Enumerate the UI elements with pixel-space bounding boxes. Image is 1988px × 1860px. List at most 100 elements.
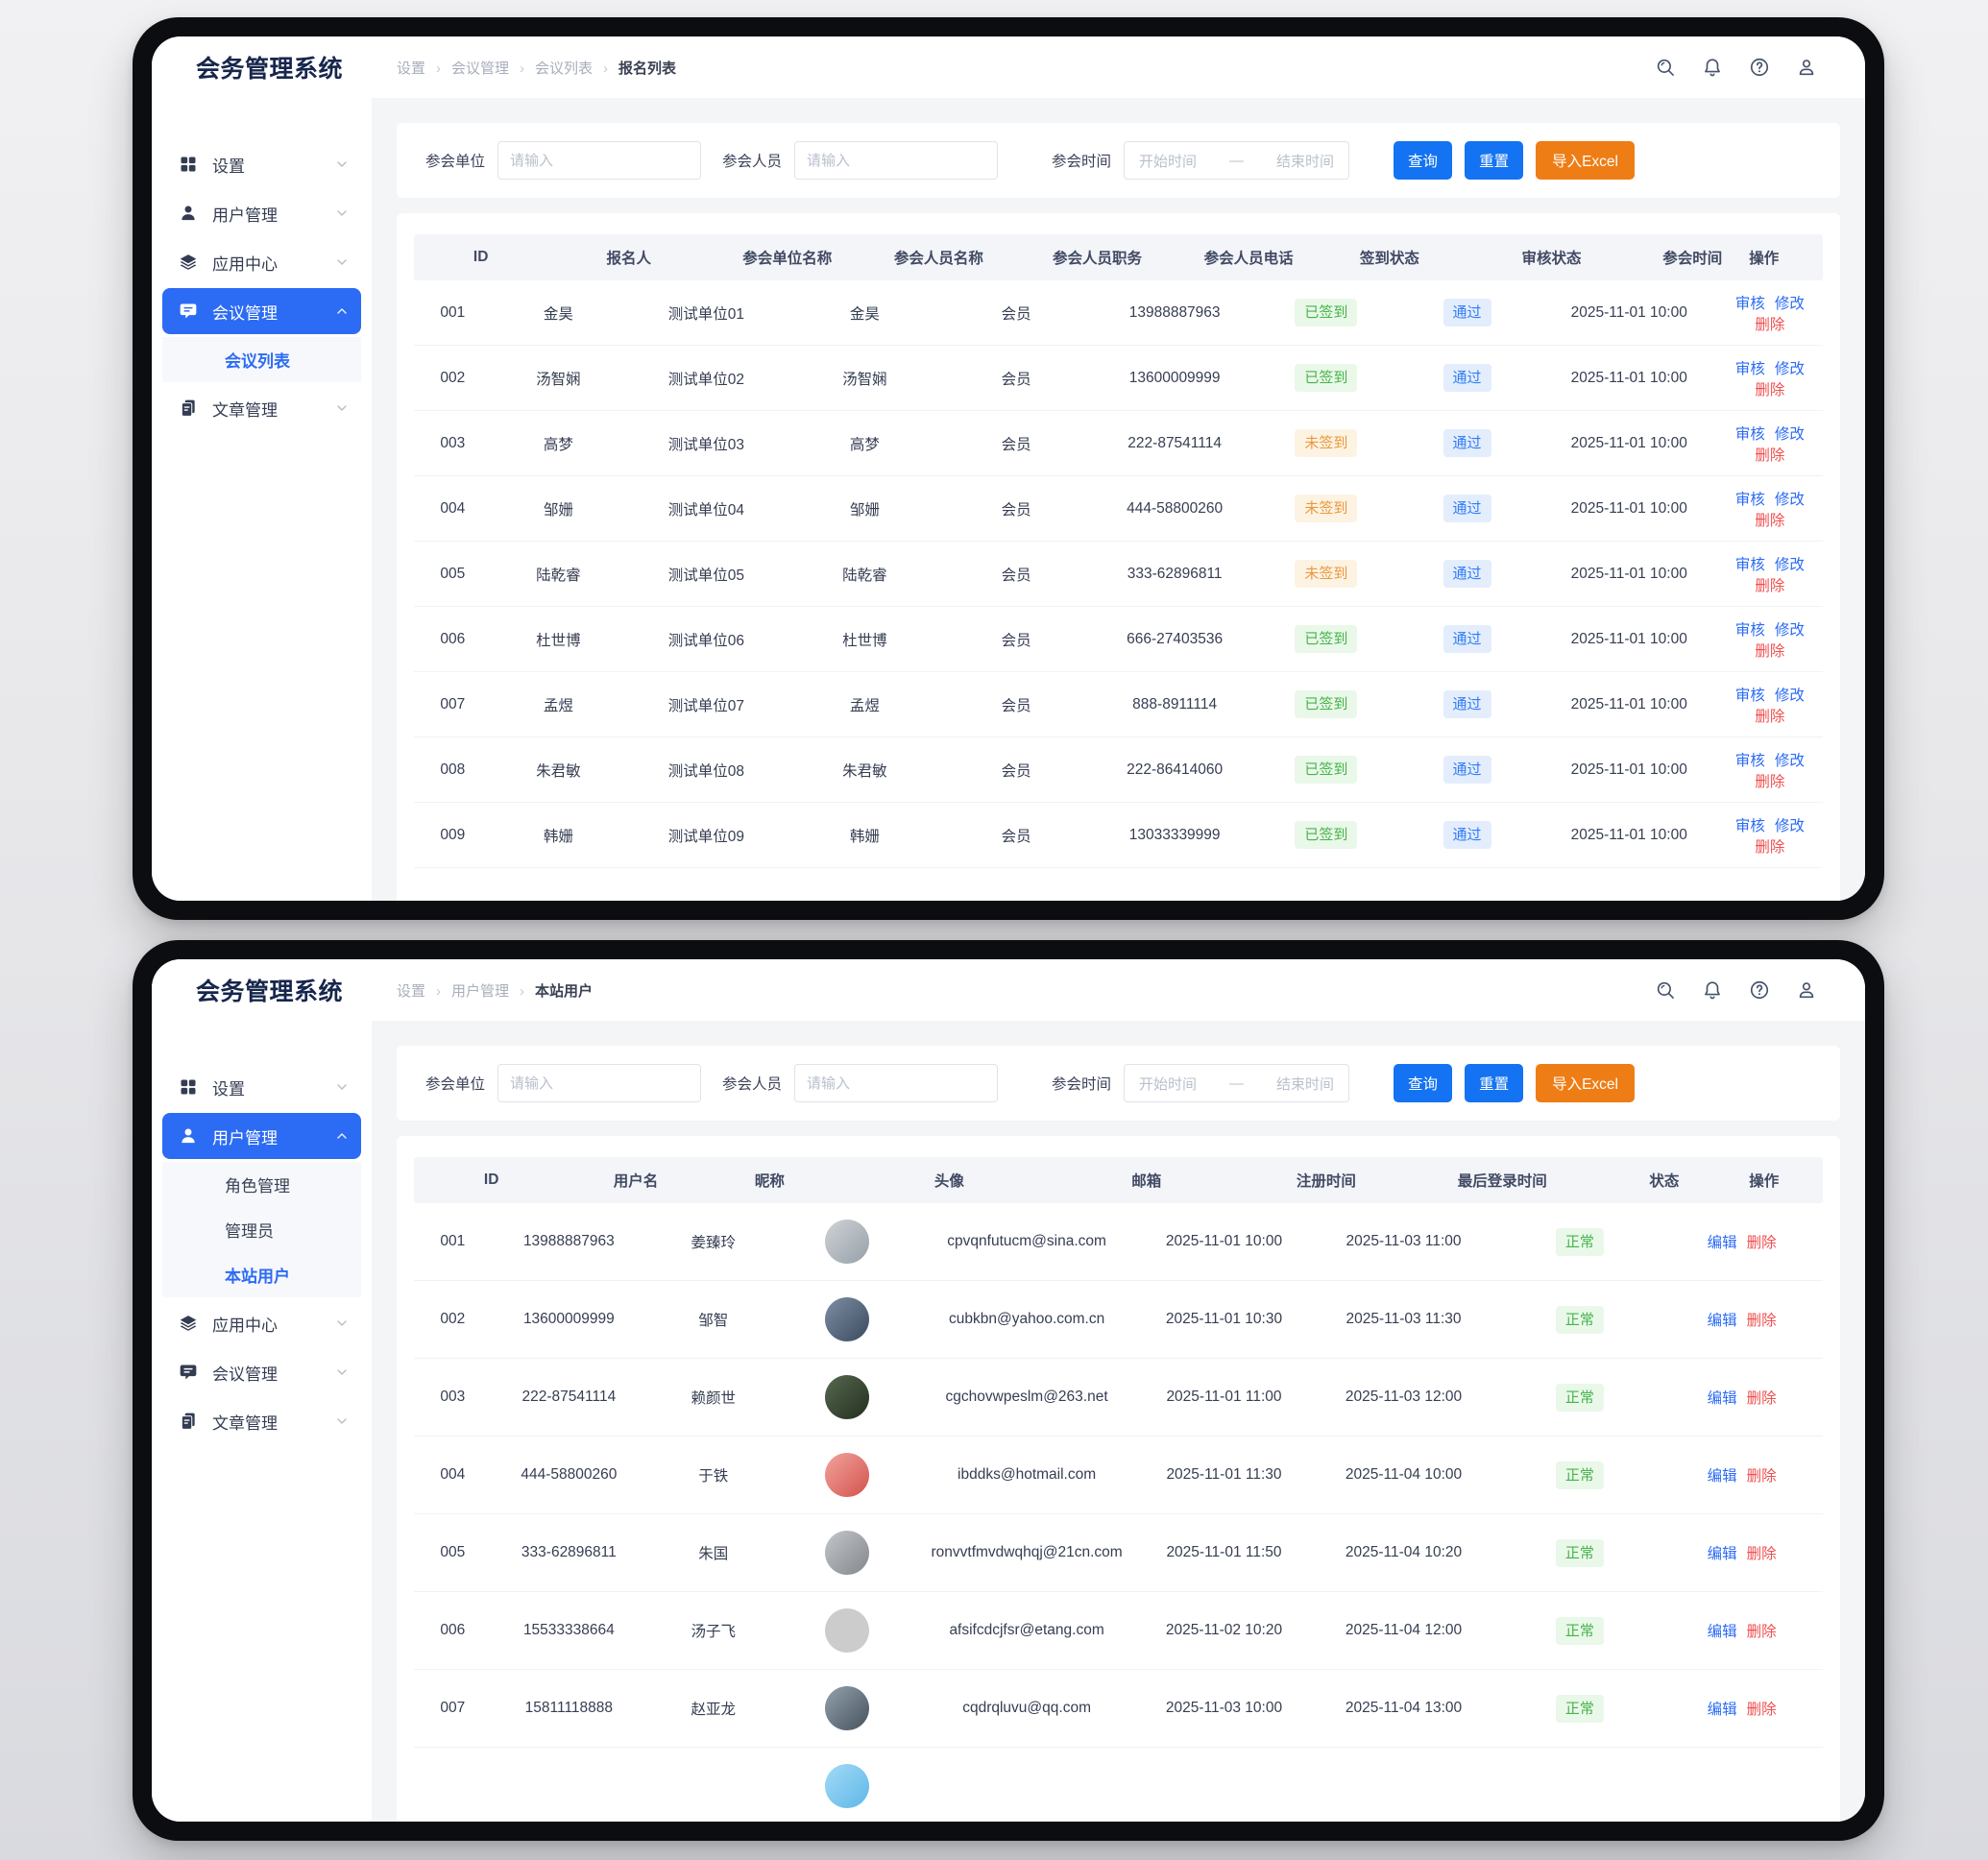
search-icon[interactable]	[1655, 57, 1676, 78]
edit-link[interactable]: 编辑	[1707, 1390, 1737, 1407]
delete-link[interactable]: 删除	[1755, 447, 1785, 464]
modify-link[interactable]: 修改	[1774, 817, 1805, 834]
modify-link[interactable]: 修改	[1774, 425, 1805, 443]
cell-person-title: 会员	[1001, 501, 1031, 519]
modify-link[interactable]: 修改	[1774, 360, 1805, 377]
sidebar-item-role-management[interactable]: 角色管理	[162, 1162, 361, 1207]
cell-time: 2025-11-01 10:00	[1570, 303, 1687, 321]
modify-link[interactable]: 修改	[1774, 556, 1805, 573]
search-icon[interactable]	[1655, 979, 1676, 1001]
import-excel-button[interactable]: 导入Excel	[1536, 1064, 1635, 1102]
breadcrumb-item[interactable]: 设置	[397, 60, 426, 77]
edit-link[interactable]: 编辑	[1707, 1546, 1737, 1562]
sidebar-item-meeting-management[interactable]: 会议管理	[162, 288, 361, 334]
delete-link[interactable]: 删除	[1755, 838, 1785, 856]
edit-link[interactable]: 编辑	[1707, 1235, 1737, 1251]
review-link[interactable]: 审核	[1734, 295, 1765, 312]
delete-link[interactable]: 删除	[1746, 1313, 1777, 1329]
breadcrumb-item[interactable]: 会议列表	[509, 58, 593, 78]
breadcrumb-item[interactable]: 本站用户	[509, 980, 593, 1001]
breadcrumb-item[interactable]: 设置	[397, 982, 426, 1000]
delete-link[interactable]: 删除	[1746, 1546, 1777, 1562]
window-content: 会务管理系统 设置会议管理会议列表报名列表 设置	[152, 36, 1865, 901]
unit-filter-input[interactable]	[497, 1064, 702, 1102]
time-range-input[interactable]: 开始时间 — 结束时间	[1124, 1064, 1350, 1102]
review-link[interactable]: 审核	[1734, 687, 1765, 704]
review-link[interactable]: 审核	[1734, 817, 1765, 834]
bell-icon[interactable]	[1702, 979, 1723, 1001]
cell-username: 15811118888	[524, 1700, 614, 1716]
breadcrumb-item[interactable]: 报名列表	[593, 58, 676, 78]
reset-button[interactable]: 重置	[1465, 141, 1524, 180]
sidebar-item-site-users[interactable]: 本站用户	[162, 1252, 361, 1297]
sidebar-item-app-center[interactable]: 应用中心	[162, 1300, 361, 1346]
sidebar-item-user-management[interactable]: 用户管理	[162, 190, 361, 236]
cell-time: 2025-11-01 10:00	[1570, 826, 1687, 843]
modify-link[interactable]: 修改	[1774, 752, 1805, 769]
delete-link[interactable]: 删除	[1755, 773, 1785, 790]
table-row: 008 朱君敏 测试单位08 朱君敏 会员 222-86414060 已签到 通…	[414, 737, 1823, 803]
breadcrumb-item[interactable]: 用户管理	[425, 980, 509, 1001]
time-range-input[interactable]: 开始时间 — 结束时间	[1124, 141, 1350, 180]
modify-link[interactable]: 修改	[1774, 295, 1805, 312]
modify-link[interactable]: 修改	[1774, 621, 1805, 639]
delete-link[interactable]: 删除	[1746, 1702, 1777, 1718]
sidebar-item-article-management[interactable]: 文章管理	[162, 1398, 361, 1444]
help-icon[interactable]	[1749, 57, 1770, 78]
delete-link[interactable]: 删除	[1755, 316, 1785, 333]
delete-link[interactable]: 删除	[1746, 1390, 1777, 1407]
filter-buttons: 查询 重置 导入Excel	[1394, 1064, 1635, 1102]
person-filter-input[interactable]	[794, 1064, 999, 1102]
sidebar-item-settings[interactable]: 设置	[162, 141, 361, 187]
review-link[interactable]: 审核	[1734, 360, 1765, 377]
filter-group-person: 参会人员	[722, 141, 999, 180]
search-button[interactable]: 查询	[1394, 141, 1453, 180]
modify-link[interactable]: 修改	[1774, 491, 1805, 508]
delete-link[interactable]: 删除	[1755, 512, 1785, 529]
sidebar-item-settings[interactable]: 设置	[162, 1064, 361, 1110]
delete-link[interactable]: 删除	[1746, 1468, 1777, 1485]
edit-link[interactable]: 编辑	[1707, 1702, 1737, 1718]
sidebar-item-meeting-management[interactable]: 会议管理	[162, 1349, 361, 1395]
sidebar-item-meeting-list[interactable]: 会议列表	[162, 337, 361, 382]
delete-link[interactable]: 删除	[1755, 577, 1785, 594]
edit-link[interactable]: 编辑	[1707, 1313, 1737, 1329]
modify-link[interactable]: 修改	[1774, 687, 1805, 704]
review-link[interactable]: 审核	[1734, 491, 1765, 508]
delete-link[interactable]: 删除	[1746, 1235, 1777, 1251]
delete-link[interactable]: 删除	[1746, 1624, 1777, 1640]
person-filter-input[interactable]	[794, 141, 999, 180]
search-button[interactable]: 查询	[1394, 1064, 1453, 1102]
delete-link[interactable]: 删除	[1755, 642, 1785, 660]
review-link[interactable]: 审核	[1734, 556, 1765, 573]
submenu-item-label: 管理员	[225, 1222, 274, 1241]
cell-email: cpvqnfutucm@sina.com	[947, 1232, 1106, 1249]
user-icon[interactable]	[1796, 57, 1817, 78]
unit-filter-input[interactable]	[497, 141, 702, 180]
review-link[interactable]: 审核	[1734, 752, 1765, 769]
sidebar-item-user-management[interactable]: 用户管理	[162, 1113, 361, 1159]
reset-button[interactable]: 重置	[1465, 1064, 1524, 1102]
breadcrumb-item[interactable]: 会议管理	[425, 58, 509, 78]
review-link[interactable]: 审核	[1734, 425, 1765, 443]
cell-person-name: 邹姗	[849, 501, 880, 519]
edit-link[interactable]: 编辑	[1707, 1468, 1737, 1485]
table-body: 001 13988887963 姜臻玲 cpvqnfutucm@sina.com…	[414, 1203, 1823, 1822]
sidebar-item-administrators[interactable]: 管理员	[162, 1207, 361, 1252]
cell-id: 002	[440, 1311, 466, 1327]
edit-link[interactable]: 编辑	[1707, 1624, 1737, 1640]
cell-person-title: 会员	[1001, 697, 1031, 714]
delete-link[interactable]: 删除	[1755, 708, 1785, 725]
time-filter-label: 参会时间	[1052, 154, 1112, 170]
help-icon[interactable]	[1749, 979, 1770, 1001]
cell-id: 005	[440, 565, 466, 582]
audit-status-badge: 通过	[1443, 560, 1491, 588]
delete-link[interactable]: 删除	[1755, 381, 1785, 399]
sidebar-item-app-center[interactable]: 应用中心	[162, 239, 361, 285]
import-excel-button[interactable]: 导入Excel	[1536, 141, 1635, 180]
cell-id: 003	[440, 1389, 466, 1405]
review-link[interactable]: 审核	[1734, 621, 1765, 639]
sidebar-item-article-management[interactable]: 文章管理	[162, 385, 361, 431]
bell-icon[interactable]	[1702, 57, 1723, 78]
user-icon[interactable]	[1796, 979, 1817, 1001]
